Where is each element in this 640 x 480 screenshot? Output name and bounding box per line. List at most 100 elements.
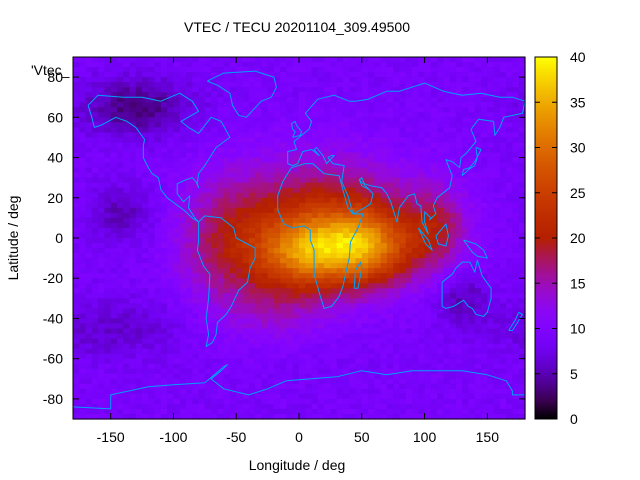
heatmap-cell xyxy=(418,207,426,214)
heatmap-cell xyxy=(311,293,319,299)
heatmap-cell xyxy=(462,177,470,184)
heatmap-cell xyxy=(368,57,375,63)
heatmap-cell xyxy=(474,323,482,330)
heatmap-cell xyxy=(79,62,87,68)
heatmap-cell xyxy=(204,62,212,68)
heatmap-cell xyxy=(116,368,124,375)
heatmap-cell xyxy=(123,248,131,254)
heatmap-cell xyxy=(123,102,131,108)
heatmap-cell xyxy=(204,187,212,194)
heatmap-cell xyxy=(418,137,426,144)
heatmap-cell xyxy=(267,207,275,214)
heatmap-cell xyxy=(142,132,149,139)
heatmap-cell xyxy=(261,197,269,204)
heatmap-cell xyxy=(85,338,93,345)
heatmap-cell xyxy=(73,318,80,325)
heatmap-cell xyxy=(437,413,444,420)
heatmap-cell xyxy=(474,217,482,224)
heatmap-cell xyxy=(499,283,507,289)
heatmap-cell xyxy=(424,393,432,400)
heatmap-cell xyxy=(110,207,118,214)
heatmap-cell xyxy=(160,243,168,249)
heatmap-cell xyxy=(73,72,80,78)
heatmap-cell xyxy=(380,413,388,420)
heatmap-cell xyxy=(317,328,325,335)
heatmap-cell xyxy=(443,373,451,380)
heatmap-cell xyxy=(135,57,143,63)
heatmap-cell xyxy=(418,127,426,134)
heatmap-cell xyxy=(179,182,187,189)
heatmap-cell xyxy=(418,107,426,113)
heatmap-cell xyxy=(91,383,99,390)
heatmap-cell xyxy=(437,373,444,380)
heatmap-cell xyxy=(286,323,294,330)
heatmap-cell xyxy=(160,358,168,365)
heatmap-cell xyxy=(217,167,225,174)
heatmap-cell xyxy=(443,162,451,169)
heatmap-cell xyxy=(242,177,250,184)
heatmap-cell xyxy=(123,368,131,375)
heatmap-cell xyxy=(374,253,382,259)
heatmap-cell xyxy=(374,82,382,88)
heatmap-cell xyxy=(499,147,507,154)
heatmap-cell xyxy=(462,373,470,380)
heatmap-cell xyxy=(374,308,382,315)
heatmap-cell xyxy=(286,172,294,179)
heatmap-cell xyxy=(474,127,482,134)
heatmap-cell xyxy=(292,212,300,219)
heatmap-cell xyxy=(280,243,288,249)
heatmap-cell xyxy=(317,338,325,345)
heatmap-cell xyxy=(368,298,375,304)
heatmap-cell xyxy=(330,72,338,78)
heatmap-cell xyxy=(255,398,262,405)
heatmap-cell xyxy=(355,82,363,88)
heatmap-cell xyxy=(154,127,162,134)
heatmap-cell xyxy=(299,62,306,68)
heatmap-cell xyxy=(386,77,394,83)
heatmap-cell xyxy=(349,318,357,325)
heatmap-cell xyxy=(242,358,250,365)
heatmap-cell xyxy=(85,258,93,264)
heatmap-cell xyxy=(129,202,137,209)
heatmap-cell xyxy=(142,197,149,204)
heatmap-cell xyxy=(493,142,501,149)
heatmap-cell xyxy=(443,87,451,93)
heatmap-cell xyxy=(292,383,300,390)
heatmap-cell xyxy=(267,408,275,415)
heatmap-cell xyxy=(311,358,319,365)
heatmap-cell xyxy=(462,97,470,103)
heatmap-cell xyxy=(154,227,162,234)
heatmap-cell xyxy=(129,288,137,294)
heatmap-cell xyxy=(487,343,495,350)
heatmap-cell xyxy=(223,303,231,309)
heatmap-cell xyxy=(292,293,300,299)
heatmap-cell xyxy=(255,303,262,309)
heatmap-cell xyxy=(324,268,331,274)
heatmap-cell xyxy=(418,172,426,179)
heatmap-cell xyxy=(160,72,168,78)
heatmap-cell xyxy=(380,298,388,304)
heatmap-cell xyxy=(317,283,325,289)
heatmap-cell xyxy=(330,57,338,63)
heatmap-cell xyxy=(386,177,394,184)
heatmap-cell xyxy=(110,268,118,274)
heatmap-cell xyxy=(506,82,514,88)
heatmap-cell xyxy=(229,333,237,340)
heatmap-cell xyxy=(449,67,457,73)
heatmap-cell xyxy=(186,227,193,234)
heatmap-cell xyxy=(123,383,131,390)
heatmap-cell xyxy=(437,308,444,315)
heatmap-cell xyxy=(160,353,168,360)
heatmap-cell xyxy=(368,258,375,264)
heatmap-cell xyxy=(380,358,388,365)
heatmap-cell xyxy=(292,343,300,350)
heatmap-cell xyxy=(399,288,407,294)
heatmap-cell xyxy=(123,187,131,194)
heatmap-cell xyxy=(123,127,131,134)
heatmap-cell xyxy=(286,232,294,239)
heatmap-cell xyxy=(487,408,495,415)
heatmap-cell xyxy=(430,177,438,184)
heatmap-cell xyxy=(217,97,225,103)
heatmap-cell xyxy=(311,152,319,159)
heatmap-cell xyxy=(79,57,87,63)
